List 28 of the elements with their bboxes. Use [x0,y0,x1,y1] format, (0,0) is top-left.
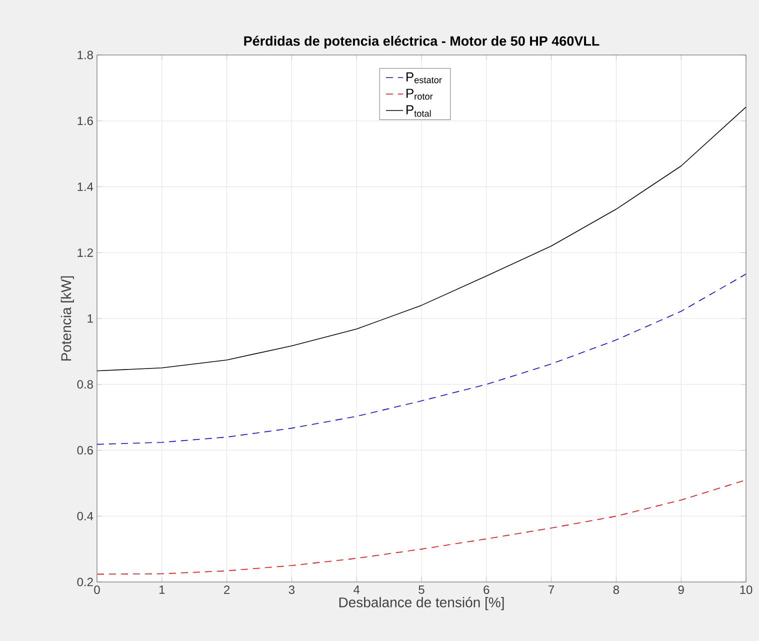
legend-label: P$_{total}$ [406,105,431,117]
legend-label: P$_{rotor}$ [406,88,433,100]
x-tick-label: 8 [613,586,620,594]
x-tick-label: 0 [94,586,100,594]
x-tick-label: 2 [224,586,230,594]
x-tick-label: 1 [159,586,165,594]
x-tick-label: 7 [548,586,554,594]
y-tick-label: 1 [88,314,93,323]
x-axis-title: Desbalance de tensión [%] [339,596,504,610]
y-tick-label: 0.6 [77,446,93,454]
y-tick-label: 1.6 [78,116,93,126]
x-tick-label: 4 [354,586,360,594]
y-tick-label: 0.8 [77,380,93,389]
chart-title: Pérdidas de potencia eléctrica - Motor de 50 HP 460VLL [244,36,600,48]
x-tick-label: 10 [740,586,752,594]
y-tick-label: 1.4 [78,182,94,191]
legend-label: P$_{estator}$ [406,72,442,84]
y-tick-label: 1.2 [78,248,93,257]
x-tick-label: 6 [484,586,490,594]
line-series [97,106,746,372]
y-tick-label: 0.2 [77,578,93,586]
y-axis-title: Potencia [kW] [60,276,74,361]
y-tick-label: 0.4 [77,512,94,520]
x-tick-label: 5 [418,586,424,594]
y-tick-label: 1.8 [78,50,93,60]
x-tick-label: 3 [288,586,295,594]
x-tick-label: 9 [678,586,684,594]
line-series [97,274,746,445]
